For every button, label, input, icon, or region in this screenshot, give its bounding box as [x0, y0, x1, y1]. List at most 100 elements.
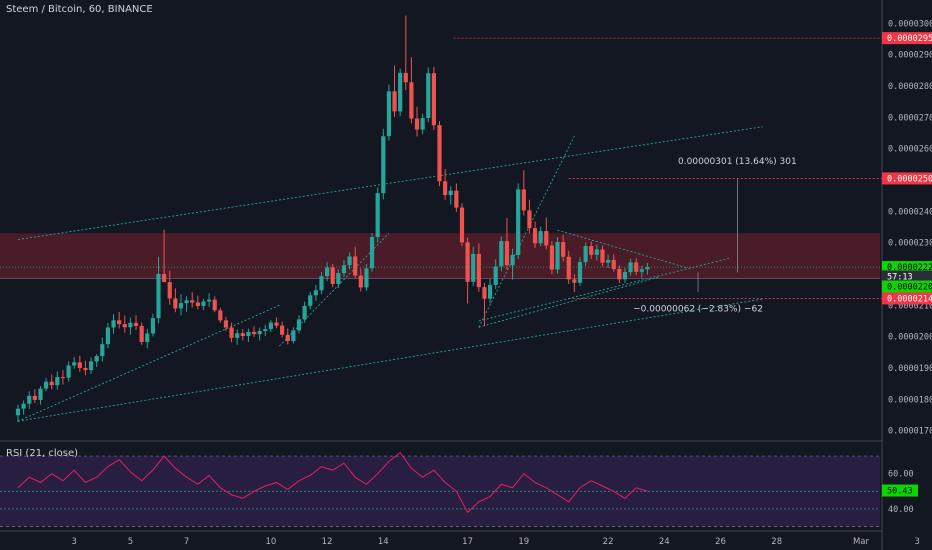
candle-body[interactable] — [336, 273, 341, 285]
candle-body[interactable] — [49, 381, 54, 386]
candle-body[interactable] — [145, 333, 150, 342]
candle-body[interactable] — [94, 356, 99, 362]
candle-body[interactable] — [235, 333, 240, 338]
candle-body[interactable] — [308, 295, 313, 306]
candle-body[interactable] — [280, 325, 285, 335]
candle-body[interactable] — [555, 242, 560, 270]
candle-body[interactable] — [88, 361, 94, 371]
candle-body[interactable] — [173, 298, 178, 309]
candle-body[interactable] — [386, 91, 392, 137]
candle-body[interactable] — [128, 322, 133, 328]
candle-body[interactable] — [341, 265, 347, 274]
candle-body[interactable] — [538, 231, 543, 244]
candle-body[interactable] — [111, 320, 116, 328]
candle-body[interactable] — [465, 242, 470, 282]
candle-body[interactable] — [493, 266, 498, 285]
candle-body[interactable] — [606, 259, 611, 263]
candle-body[interactable] — [212, 299, 217, 311]
candle-body[interactable] — [645, 267, 650, 270]
candle-body[interactable] — [403, 72, 408, 83]
rsi-line[interactable] — [17, 451, 648, 514]
candle-body[interactable] — [66, 365, 71, 378]
price-marker-red[interactable] — [882, 292, 932, 305]
candle-body[interactable] — [195, 302, 200, 306]
candle-body[interactable] — [471, 253, 476, 282]
candle-body[interactable] — [133, 322, 139, 326]
candle-body[interactable] — [246, 331, 251, 337]
candle-body[interactable] — [504, 241, 510, 266]
candle-body[interactable] — [369, 237, 375, 269]
candle-body[interactable] — [589, 246, 594, 255]
candle-body[interactable] — [263, 329, 268, 331]
candle-body[interactable] — [285, 334, 290, 342]
candle-body[interactable] — [325, 267, 330, 277]
candle-body[interactable] — [577, 262, 583, 283]
candle-body[interactable] — [162, 273, 167, 283]
candle-body[interactable] — [476, 253, 481, 288]
candle-body[interactable] — [516, 189, 521, 255]
candle-body[interactable] — [459, 207, 465, 243]
candle-body[interactable] — [549, 245, 554, 270]
candle-body[interactable] — [44, 381, 49, 389]
candle-body[interactable] — [426, 73, 431, 118]
rsi-panel[interactable] — [0, 451, 880, 527]
candle-body[interactable] — [229, 327, 234, 338]
candle-body[interactable] — [443, 181, 448, 196]
candle-body[interactable] — [117, 320, 122, 325]
candle-body[interactable] — [167, 282, 172, 299]
candle-body[interactable] — [639, 269, 644, 272]
candle-body[interactable] — [600, 249, 605, 263]
candle-body[interactable] — [622, 272, 628, 280]
candle-body[interactable] — [83, 367, 88, 371]
candle-body[interactable] — [72, 362, 77, 366]
candle-body[interactable] — [437, 125, 442, 182]
candle-body[interactable] — [414, 118, 420, 130]
candle-body[interactable] — [77, 362, 82, 368]
candle-body[interactable] — [398, 72, 403, 112]
candle-body[interactable] — [302, 305, 307, 320]
candle-body[interactable] — [448, 190, 453, 196]
candle-body[interactable] — [156, 273, 161, 319]
candle-body[interactable] — [15, 408, 21, 416]
candle-body[interactable] — [544, 231, 549, 246]
candle-body[interactable] — [60, 377, 66, 379]
candle-body[interactable] — [381, 136, 386, 194]
candle-body[interactable] — [499, 241, 504, 267]
candle-body[interactable] — [100, 344, 105, 357]
candle-body[interactable] — [594, 249, 599, 255]
candle-body[interactable] — [454, 190, 459, 208]
candle-body[interactable] — [482, 287, 487, 299]
candle-body[interactable] — [313, 290, 318, 296]
price-marker-red[interactable] — [882, 32, 932, 45]
candle-body[interactable] — [330, 267, 335, 285]
candle-body[interactable] — [184, 300, 189, 304]
candlestick-series[interactable] — [0, 15, 882, 423]
candle-body[interactable] — [27, 395, 32, 404]
candle-body[interactable] — [190, 300, 195, 303]
candle-body[interactable] — [223, 320, 229, 328]
candle-body[interactable] — [201, 301, 206, 306]
time-axis[interactable]: 3 5 7 10 12 14 17 19 22 24 26 28 Mar 3 — [71, 537, 919, 547]
candle-body[interactable] — [561, 242, 566, 257]
rsi-value-marker[interactable] — [882, 484, 918, 497]
candle-body[interactable] — [611, 259, 616, 269]
price-marker-red[interactable] — [882, 172, 932, 185]
candle-body[interactable] — [583, 246, 588, 263]
candle-body[interactable] — [38, 388, 43, 400]
candle-body[interactable] — [178, 303, 184, 309]
candle-body[interactable] — [122, 324, 127, 328]
price-marker-green[interactable] — [882, 261, 932, 274]
candle-body[interactable] — [409, 82, 414, 119]
candle-body[interactable] — [527, 210, 532, 229]
candle-body[interactable] — [291, 330, 296, 342]
candle-body[interactable] — [572, 279, 577, 283]
candle-body[interactable] — [274, 322, 279, 326]
candle-body[interactable] — [139, 325, 144, 342]
candle-body[interactable] — [296, 319, 302, 331]
candle-body[interactable] — [55, 377, 60, 386]
candle-body[interactable] — [218, 310, 223, 321]
candle-body[interactable] — [566, 256, 571, 280]
candle-body[interactable] — [105, 327, 111, 345]
